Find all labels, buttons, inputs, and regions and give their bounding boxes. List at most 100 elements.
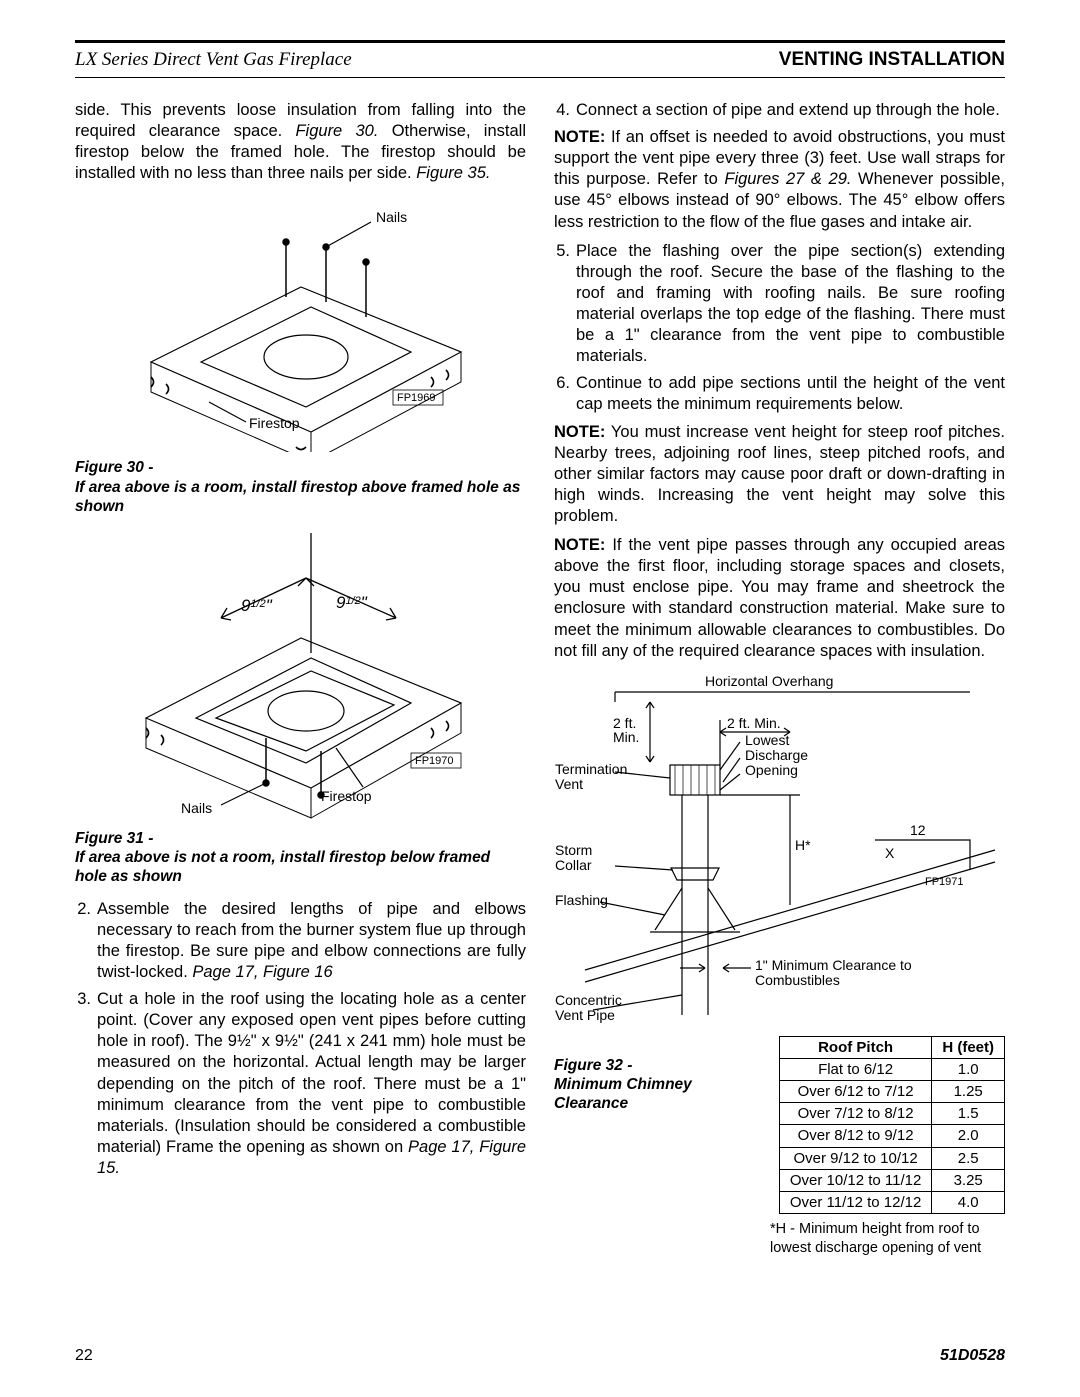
fig31-title: Figure 31 - [75,829,526,848]
note-1-ref: Figures 27 & 29. [724,170,851,188]
fig32-termination: Termination [555,761,627,777]
table-row: Over 8/12 to 9/122.0 [779,1125,1004,1147]
fig32-twelve: 12 [910,822,926,838]
page-number: 22 [75,1347,93,1365]
fig32-h: H* [795,837,811,853]
step-4-num: 4. [554,100,576,121]
page-footer: 22 51D0528 [75,1347,1005,1365]
table-cell: Over 6/12 to 7/12 [779,1081,931,1103]
table-cell: 3.25 [932,1169,1005,1191]
note-2: NOTE: You must increase vent height for … [554,422,1005,528]
table-cell: 1.0 [932,1058,1005,1080]
fig32-minclr1: 1" Minimum Clearance to [755,957,912,973]
fig32-ventpipe: Vent Pipe [555,1007,615,1023]
fig30-firestop-label: Firestop [249,415,300,431]
fig30-body: If area above is a room, install firesto… [75,479,520,515]
step-6-num: 6. [554,373,576,415]
fig32-2ft-r: 2 ft. Min. [727,715,781,731]
step-5-num: 5. [554,241,576,368]
fig32-concentric: Concentric [555,992,622,1008]
page-header: LX Series Direct Vent Gas Fireplace VENT… [75,49,1005,71]
right-column: 4. Connect a section of pipe and extend … [554,100,1005,1257]
fig32-body2: Clearance [554,1095,628,1112]
table-cell: Over 10/12 to 11/12 [779,1169,931,1191]
roof-pitch-table: Roof Pitch H (feet) Flat to 6/121.0Over … [779,1036,1005,1215]
fig31-dim2-label: 91/2" [336,593,368,612]
fig32-collar: Collar [555,857,592,873]
fig32-opening: Opening [745,762,798,778]
step-3-text: Cut a hole in the roof using the locatin… [97,990,526,1156]
note-3-text: If the vent pipe passes through any occu… [554,536,1005,660]
fig32-discharge: Discharge [745,747,808,763]
doc-title: LX Series Direct Vent Gas Fireplace [75,49,352,71]
step-3: 3. Cut a hole in the roof using the loca… [75,989,526,1179]
rule-top [75,40,1005,43]
table-row: Over 10/12 to 11/123.25 [779,1169,1004,1191]
fig31-code: FP1970 [415,755,454,767]
step-4: 4. Connect a section of pipe and extend … [554,100,1005,121]
table-cell: Over 8/12 to 9/12 [779,1125,931,1147]
fig31-nails-label: Nails [181,800,212,816]
section-title: VENTING INSTALLATION [779,49,1005,71]
table-row: Over 11/12 to 12/124.0 [779,1192,1004,1214]
step-2-ref: Page 17, Figure 16 [192,963,332,981]
figure-31-caption: Figure 31 - If area above is not a room,… [75,829,526,887]
rule-under-header [75,77,1005,78]
fig32-vent: Vent [555,776,583,792]
note-1: NOTE: If an offset is needed to avoid ob… [554,127,1005,233]
fig32-flashing: Flashing [555,892,608,908]
fig35-ref: Figure 35. [416,164,490,182]
left-column: side. This prevents loose insulation fro… [75,100,526,1257]
table-footnote: *H - Minimum height from roof to lowest … [720,1220,1005,1257]
fig32-2ft-l: 2 ft.Min. [613,715,639,745]
fig30-nails-label: Nails [376,209,407,225]
figure-30-caption: Figure 30 - If area above is a room, ins… [75,458,526,516]
figure-32-diagram: Horizontal Overhang 2 ft.Min. 2 ft. Min.… [554,670,1005,1030]
fig31-body: If area above is not a room, install fir… [75,849,490,885]
note-2-text: You must increase vent height for steep … [554,423,1005,525]
fig30-ref: Figure 30. [295,122,378,140]
fig32-title: Figure 32 - [554,1056,704,1075]
figure-31-diagram: 91/2" 91/2" Nails Firestop FP1970 [75,523,526,823]
table-header-h: H (feet) [932,1036,1005,1058]
fig30-code: FP1969 [397,392,436,404]
step-4-text: Connect a section of pipe and extend up … [576,100,1005,121]
fig30-title: Figure 30 - [75,458,526,477]
note-3: NOTE: If the vent pipe passes through an… [554,535,1005,662]
step-3-num: 3. [75,989,97,1179]
note-2-lead: NOTE: [554,423,605,441]
fig32-code: FP1971 [925,876,964,888]
table-row: Over 9/12 to 10/122.5 [779,1147,1004,1169]
table-cell: Over 9/12 to 10/12 [779,1147,931,1169]
doc-code: 51D0528 [940,1347,1005,1365]
fig32-minclr2: Combustibles [755,972,840,988]
fig32-horiz-overhang: Horizontal Overhang [705,673,833,689]
note-1-lead: NOTE: [554,128,605,146]
table-cell: 1.5 [932,1103,1005,1125]
figure-32-caption: Figure 32 - Minimum Chimney Clearance [554,1036,704,1114]
table-row: Over 6/12 to 7/121.25 [779,1081,1004,1103]
fig32-storm: Storm [555,842,592,858]
step-6-text: Continue to add pipe sections until the … [576,373,1005,415]
table-row: Flat to 6/121.0 [779,1058,1004,1080]
table-header-pitch: Roof Pitch [779,1036,931,1058]
figure-30-diagram: Nails Firestop FP1969 [75,192,526,452]
table-cell: Over 7/12 to 8/12 [779,1103,931,1125]
table-row: Over 7/12 to 8/121.5 [779,1103,1004,1125]
fig32-lowest: Lowest [745,732,789,748]
table-cell: 2.0 [932,1125,1005,1147]
intro-para: side. This prevents loose insulation fro… [75,100,526,184]
table-cell: 4.0 [932,1192,1005,1214]
fig31-firestop-label: Firestop [321,788,372,804]
table-cell: 2.5 [932,1147,1005,1169]
step-6: 6. Continue to add pipe sections until t… [554,373,1005,415]
fig32-body1: Minimum Chimney [554,1075,704,1094]
step-5: 5. Place the flashing over the pipe sect… [554,241,1005,368]
table-cell: 1.25 [932,1081,1005,1103]
table-cell: Over 11/12 to 12/12 [779,1192,931,1214]
table-cell: Flat to 6/12 [779,1058,931,1080]
fig32-x: X [885,845,895,861]
step-5-text: Place the flashing over the pipe section… [576,241,1005,368]
step-2-num: 2. [75,899,97,983]
step-2: 2. Assemble the desired lengths of pipe … [75,899,526,983]
